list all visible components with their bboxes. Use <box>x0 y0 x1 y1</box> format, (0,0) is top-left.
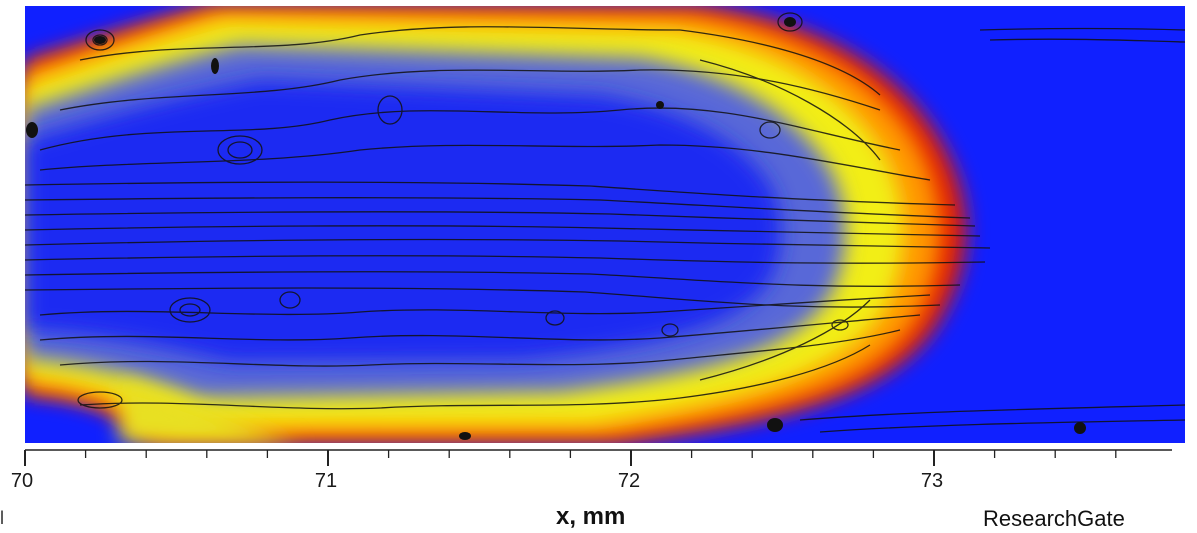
streamline-blobs <box>26 17 1086 440</box>
watermark-text: ResearchGate <box>983 506 1125 531</box>
x-tick-label-72: 72 <box>617 470 641 492</box>
x-tick-label-73: 73 <box>920 470 944 492</box>
left-edge-mark: l <box>0 508 4 528</box>
flame-core <box>25 80 782 362</box>
x-tick-label-70: 70 <box>10 470 34 492</box>
x-axis-ticks <box>24 450 1117 466</box>
x-axis-label: x, mm <box>556 503 626 530</box>
streamlines <box>25 12 1185 433</box>
x-tick-label-71: 71 <box>314 470 338 492</box>
flame-corner-bottom <box>120 380 300 443</box>
